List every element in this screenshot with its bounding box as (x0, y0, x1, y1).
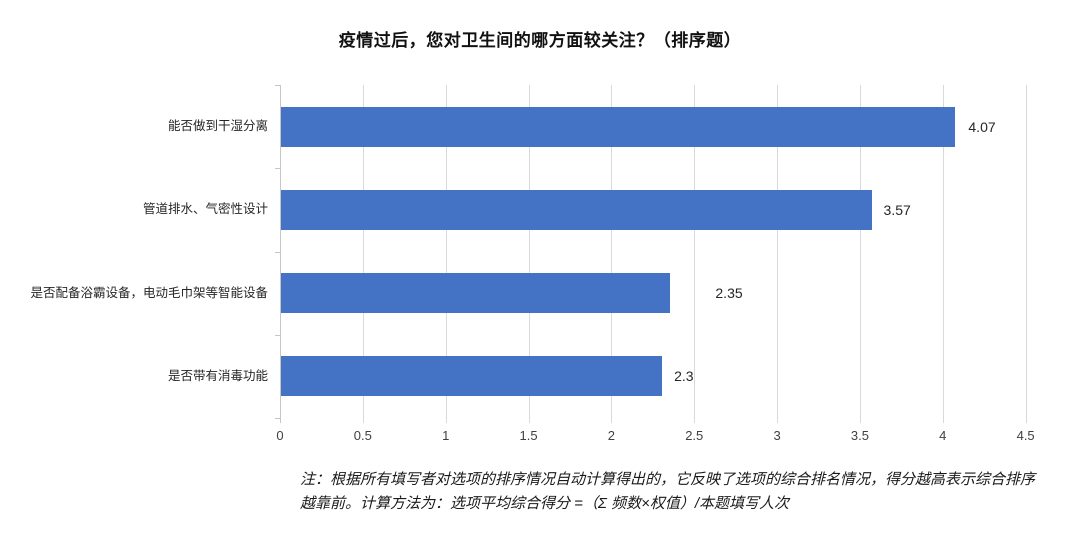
y-axis-tick (275, 334, 280, 336)
x-gridline (362, 85, 364, 423)
value-label: 2.3 (674, 368, 694, 385)
x-tick-label: 2.5 (685, 428, 704, 443)
x-tick-label: 4 (939, 428, 947, 443)
x-tick-label: 1.5 (519, 428, 538, 443)
x-tick-label: 3.5 (850, 428, 869, 443)
y-axis-tick (275, 85, 280, 86)
bar (280, 106, 955, 147)
chart-title: 疫情过后，您对卫生间的哪方面较关注？（排序题） (338, 31, 742, 50)
x-tick-label: 0.5 (353, 428, 372, 443)
value-label: 2.35 (715, 285, 743, 302)
value-label: 4.07 (968, 118, 996, 135)
category-label: 管道排水、气密性设计 (142, 202, 268, 217)
bar (280, 189, 873, 230)
bar (280, 356, 662, 397)
bar (280, 273, 670, 314)
category-label: 能否做到干湿分离 (167, 119, 268, 134)
x-gridline (1025, 85, 1027, 423)
x-gridline (777, 85, 779, 423)
x-gridline (694, 85, 696, 423)
x-gridline (445, 85, 447, 423)
footnote: 注：根据所有填写者对选项的排序情况自动计算得出的，它反映了选项的综合排名情况，得… (300, 471, 1036, 512)
x-gridline (611, 85, 613, 423)
y-axis-tick (275, 418, 280, 419)
x-gridline (859, 85, 861, 423)
x-tick-label: 0 (276, 428, 284, 443)
x-tick-label: 3 (773, 428, 781, 443)
x-gridline (528, 85, 530, 423)
y-axis-tick (275, 251, 280, 253)
y-axis-line (280, 85, 281, 423)
x-gridline (942, 85, 944, 423)
category-label: 是否带有消毒功能 (167, 368, 268, 383)
x-tick-label: 4.5 (1016, 428, 1035, 443)
x-tick-label: 2 (607, 428, 615, 443)
y-axis-tick (275, 168, 280, 170)
x-tick-label: 1 (442, 428, 450, 443)
category-label: 是否配备浴霸设备，电动毛巾架等智能设备 (30, 285, 268, 300)
value-label: 3.57 (883, 201, 911, 218)
